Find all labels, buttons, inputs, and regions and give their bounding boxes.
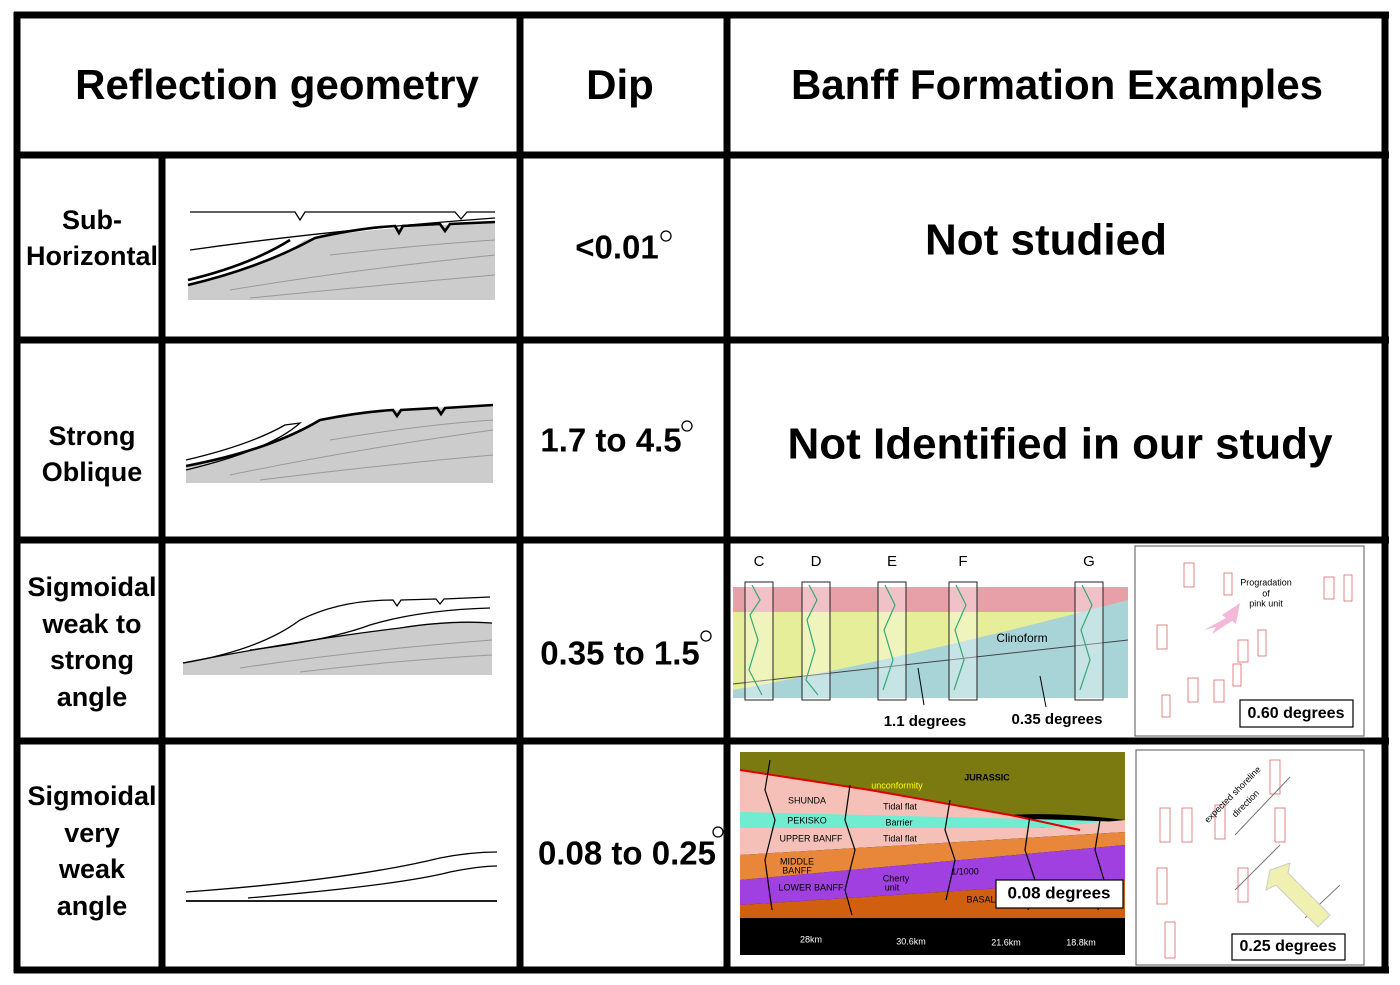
geometry-name: angle: [57, 682, 128, 712]
geometry-name: Strong: [49, 421, 136, 451]
sketch-sigmoidal-weak: [182, 596, 493, 675]
geometry-name: very: [64, 818, 120, 848]
map-row3: Progradation of pink unit 0.60 degrees: [1134, 545, 1365, 737]
clinoform-label: Clinoform: [996, 631, 1047, 645]
unit-label: Cherty: [883, 873, 910, 883]
well-label: D: [811, 553, 822, 570]
example-text: Not studied: [925, 216, 1167, 265]
unit-label: LOWER BANFF: [778, 882, 844, 892]
unit-label: BASAL: [966, 894, 995, 904]
well-label: E: [887, 553, 897, 570]
cross-section-row3: C D E F G Clinoform 1.1 degrees 0.35 deg…: [732, 553, 1129, 730]
column-header: Reflection geometry: [75, 61, 479, 108]
geometry-name: weak to: [41, 609, 141, 639]
unit-label: SHUNDA: [788, 795, 826, 805]
distance-label: 21.6km: [991, 937, 1021, 947]
unit-label: Tidal flat: [883, 833, 917, 843]
map-label: pink unit: [1249, 598, 1283, 608]
geometry-name: strong: [50, 645, 134, 675]
unit-label: Barrier: [885, 817, 912, 827]
well-label: F: [958, 553, 967, 570]
dip-value: 0.35 to 1.5: [540, 635, 700, 672]
cross-section-row4: JURASSIC unconformity SHUNDA Tidal flat …: [739, 752, 1125, 955]
column-header: Banff Formation Examples: [791, 61, 1323, 108]
unit-label: 1/1000: [951, 866, 979, 876]
table-grid: [13, 11, 1389, 974]
unit-label: PEKISKO: [787, 815, 827, 825]
dip-label: 0.08 degrees: [1007, 883, 1110, 902]
dip-value: 0.08 to 0.25: [538, 835, 716, 872]
dip-label: 0.25 degrees: [1240, 938, 1337, 955]
degree-sign: [700, 630, 712, 642]
unit-label: unit: [885, 882, 900, 892]
well-label: C: [754, 553, 765, 570]
geometry-name: angle: [57, 891, 128, 921]
unit-label: UPPER BANFF: [779, 833, 843, 843]
geometry-name: Horizontal: [26, 241, 158, 271]
unit-label: JURASSIC: [964, 772, 1010, 782]
geometry-name: Sub-: [62, 205, 122, 235]
distance-label: 18.8km: [1066, 937, 1096, 947]
geometry-name: weak: [58, 854, 126, 884]
geometry-name: Oblique: [42, 457, 143, 487]
degree-sign: [681, 420, 693, 432]
map-label: of: [1262, 588, 1270, 598]
degree-sign: [712, 826, 724, 838]
example-text: Not Identified in our study: [787, 420, 1333, 469]
column-header: Dip: [586, 61, 654, 108]
distance-label: 28km: [800, 934, 822, 944]
map-label: Progradation: [1240, 577, 1292, 587]
sketch-sigmoidal-very-weak: [185, 851, 498, 902]
sketch-strong-oblique: [185, 403, 494, 483]
well-label: G: [1083, 553, 1095, 570]
geometry-name: Sigmoidal: [27, 572, 156, 602]
distance-label: 30.6km: [896, 936, 926, 946]
dip-label: 0.60 degrees: [1248, 705, 1345, 722]
angle-label: 0.35 degrees: [1012, 711, 1103, 728]
unit-label: MIDDLE: [780, 856, 814, 866]
dip-value: <0.01: [575, 229, 659, 266]
unit-label: unconformity: [871, 780, 923, 790]
angle-label: 1.1 degrees: [884, 713, 967, 730]
map-row4: expected shoreline direction 0.25 degree…: [1135, 749, 1365, 966]
dip-value: 1.7 to 4.5: [540, 422, 681, 459]
unit-label: Tidal flat: [883, 801, 917, 811]
geometry-name: Sigmoidal: [27, 781, 156, 811]
unit-label: BANFF: [782, 865, 812, 875]
degree-sign: [660, 230, 672, 242]
sketch-sub-horizontal: [187, 211, 496, 300]
